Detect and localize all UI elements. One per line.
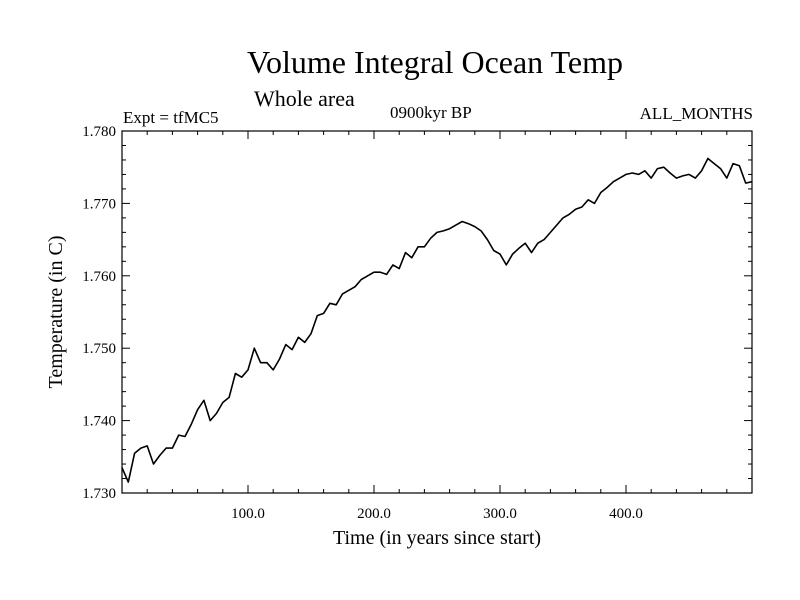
x-tick-label: 300.0 bbox=[483, 506, 517, 522]
series-group bbox=[121, 157, 753, 483]
plot-frame bbox=[121, 130, 753, 494]
axis-tick-labels: 100.0 200.0 300.0 400.0 1.730 1.740 1.750 1.760… bbox=[82, 124, 643, 522]
y-axis-label: Temperature (in C) bbox=[45, 236, 67, 389]
y-tick-label: 1.780 bbox=[82, 124, 116, 140]
x-axis-label: Time (in years since start) bbox=[333, 527, 541, 549]
y-tick-label: 1.750 bbox=[82, 341, 116, 357]
y-tick-label: 1.770 bbox=[82, 196, 116, 212]
period-label: 0900kyr BP bbox=[390, 103, 472, 122]
experiment-label: Expt = tfMC5 bbox=[123, 108, 219, 127]
y-tick-label: 1.760 bbox=[82, 269, 116, 285]
x-tick-label: 400.0 bbox=[609, 506, 643, 522]
months-label: ALL_MONTHS bbox=[639, 104, 753, 123]
chart-title: Volume Integral Ocean Temp bbox=[246, 44, 623, 80]
x-tick-label: 200.0 bbox=[357, 506, 391, 522]
x-tick-label: 100.0 bbox=[231, 506, 265, 522]
chart-subtitle: Whole area bbox=[254, 86, 355, 111]
series-line bbox=[121, 157, 753, 483]
axis-ticks bbox=[122, 130, 752, 494]
y-tick-label: 1.740 bbox=[82, 414, 116, 430]
y-tick-label: 1.730 bbox=[82, 486, 116, 502]
